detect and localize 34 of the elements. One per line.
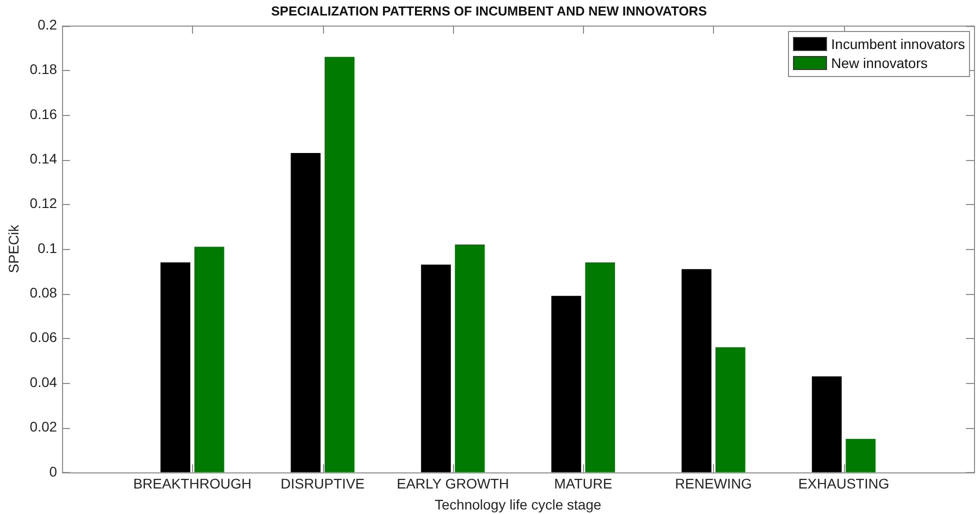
y-tick-label: 0.1 [38,240,58,256]
y-tick-label: 0.14 [30,150,58,166]
x-axis-title: Technology life cycle stage [434,496,602,512]
bar [160,262,190,472]
legend-label: Incumbent innovators [831,36,965,52]
bar [290,152,321,472]
y-tick-label: 0.04 [30,374,58,390]
x-tick-label: EARLY GROWTH [396,476,510,492]
y-tick-label: 0.16 [30,106,58,122]
bar [585,262,616,472]
chart-title: SPECIALIZATION PATTERNS OF INCUMBENT AND NEW INNOVATORS [271,3,708,18]
bar [715,347,746,472]
bar [194,246,224,472]
bar [324,56,354,472]
bar [454,244,485,472]
bar [421,264,451,472]
y-tick-label: 0.06 [30,329,58,346]
x-tick-label: MATURE [554,476,612,492]
y-tick-label: 0.2 [38,16,58,32]
bar [846,438,876,472]
bar [551,296,582,472]
y-tick-label: 0.02 [30,418,58,435]
y-tick-label: 0 [49,463,58,480]
x-tick-label: EXHAUSTING [798,476,890,492]
x-tick-label: RENEWING [674,476,752,492]
y-tick-label: 0.08 [30,284,58,301]
y-tick-label: 0.18 [30,61,58,78]
bar [812,376,842,472]
x-tick-label: BREAKTHROUGH [133,476,252,492]
legend-label: New innovators [831,55,928,72]
x-tick-label: DISRUPTIVE [280,476,365,492]
y-axis-title: SPECik [5,224,22,274]
y-tick-label: 0.12 [30,195,58,212]
bar [682,269,712,472]
